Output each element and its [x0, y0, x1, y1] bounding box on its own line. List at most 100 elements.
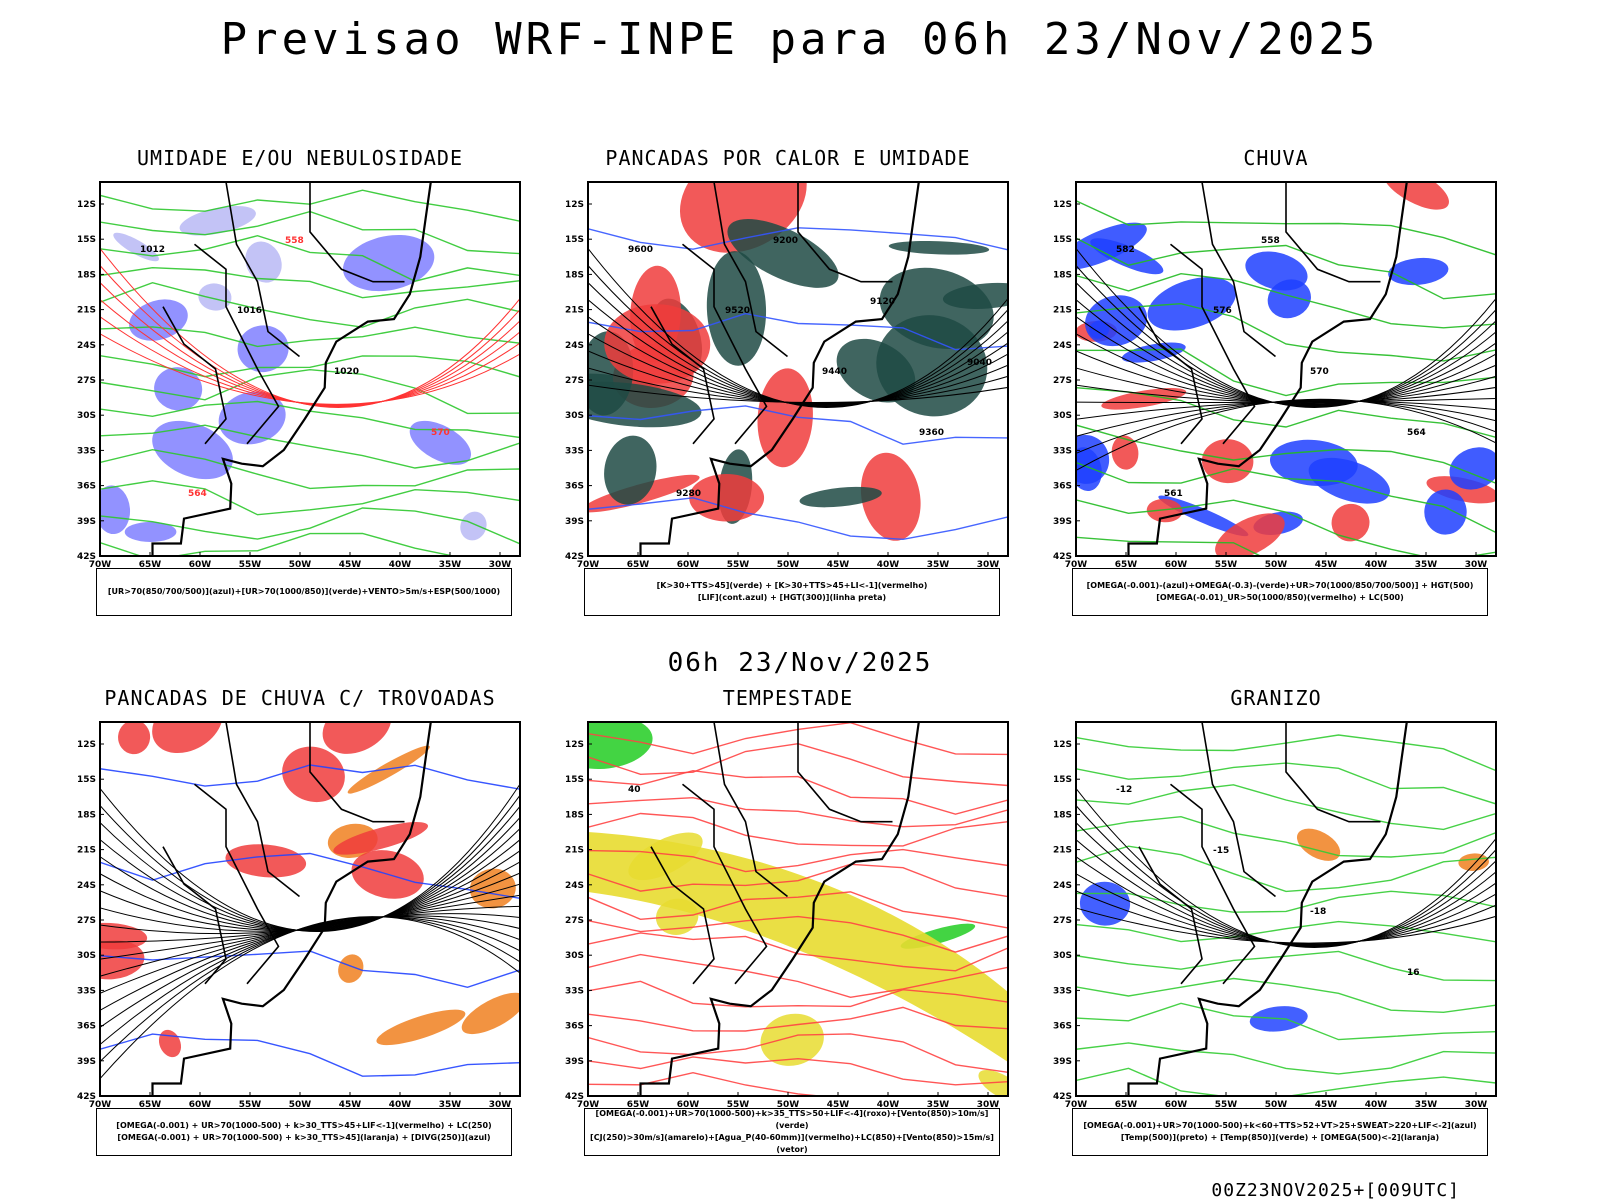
- contour-line: [1076, 1002, 1496, 1041]
- contour-line: [100, 448, 520, 490]
- latitude-tick-label: 12S: [565, 740, 584, 750]
- longitude-tick-label: 30W: [489, 560, 512, 570]
- shaded-area: [1076, 447, 1102, 492]
- longitude-tick-label: 30W: [489, 1100, 512, 1110]
- latitude-tick-label: 15S: [1053, 235, 1072, 245]
- height-contour: [100, 915, 520, 1011]
- contour-line: [588, 863, 1008, 898]
- shaded-area: [706, 251, 767, 366]
- shaded-area: [152, 722, 223, 754]
- panel-heat-showers: PANCADAS POR CALOR E UMIDADE 9600 9520 9440…: [548, 146, 1028, 646]
- longitude-tick-label: 40W: [1365, 1100, 1388, 1110]
- latitude-tick-label: 42S: [1053, 552, 1072, 562]
- map-legend: [UR>70(850/700/500)](azul)+[UR>70(1000/8…: [96, 568, 512, 616]
- political-border: [1285, 722, 1381, 823]
- shaded-area: [1458, 853, 1489, 871]
- latitude-tick-label: 21S: [565, 306, 584, 316]
- latitude-tick-label: 12S: [77, 200, 96, 210]
- longitude-tick-label: 55W: [239, 560, 262, 570]
- shaded-area: [282, 746, 345, 803]
- shaded-area: [760, 1013, 824, 1066]
- contour-line: [100, 368, 520, 415]
- latitude-tick-label: 36S: [565, 1022, 584, 1032]
- contour-line: [588, 891, 1008, 929]
- shaded-area: [1090, 238, 1164, 275]
- panel-hail: GRANIZO -12 -15 -18 16 12S 15S 18S 21S 24S 27S 30S 3…: [1036, 686, 1516, 1186]
- contour-label: 16: [1407, 968, 1420, 978]
- latitude-tick-label: 15S: [77, 235, 96, 245]
- latitude-tick-label: 24S: [565, 881, 584, 891]
- legend-line: [OMEGA(-0.001) + UR>70(1000-500) + k>30_…: [116, 1121, 492, 1130]
- contour-label: -18: [1310, 907, 1326, 917]
- longitude-tick-label: 30W: [977, 1100, 1000, 1110]
- latitude-tick-label: 24S: [1053, 341, 1072, 351]
- latitude-tick-label: 30S: [565, 951, 584, 961]
- longitude-tick-label: 40W: [877, 560, 900, 570]
- panel-rain: CHUVA 582 576 570 564 561 558 12S 15S 18S 21S 24S 27…: [1036, 146, 1516, 646]
- political-border: [1201, 182, 1276, 358]
- longitude-tick-label: 65W: [627, 1100, 650, 1110]
- political-border: [797, 182, 893, 283]
- contour-label: 1020: [334, 367, 359, 377]
- legend-line: [CJ(250)>30m/s](amarelo)+[Agua_P(40-60mm…: [590, 1133, 994, 1154]
- panel-humidity: UMIDADE E/OU NEBULOSIDADE 1012 1016 1020 570…: [60, 146, 540, 646]
- latitude-tick-label: 39S: [1053, 517, 1072, 527]
- height-contour: [100, 827, 520, 931]
- shaded-area: [879, 267, 994, 349]
- height-contour: [1076, 804, 1496, 948]
- latitude-tick-label: 42S: [1053, 1092, 1072, 1102]
- longitude-tick-label: 70W: [89, 560, 112, 570]
- latitude-tick-label: 15S: [1053, 775, 1072, 785]
- shaded-area: [1147, 277, 1236, 331]
- map-frame: [587, 721, 1009, 1097]
- height-contour: [100, 916, 520, 1080]
- latitude-tick-label: 33S: [1053, 446, 1072, 456]
- main-title: Previsao WRF-INPE para 06h 23/Nov/2025: [220, 14, 1380, 65]
- shaded-area: [799, 486, 882, 508]
- shaded-area: [1296, 828, 1341, 861]
- latitude-tick-label: 27S: [565, 376, 584, 386]
- longitude-tick-label: 45W: [339, 1100, 362, 1110]
- contour-line: [588, 848, 1008, 873]
- longitude-tick-label: 70W: [577, 560, 600, 570]
- shaded-area: [689, 474, 765, 522]
- contour-line: [1076, 461, 1496, 534]
- contour-line: [100, 281, 520, 328]
- latitude-tick-label: 33S: [565, 986, 584, 996]
- longitude-tick-label: 45W: [827, 560, 850, 570]
- shaded-area: [124, 521, 177, 542]
- political-border: [682, 783, 768, 985]
- contour-line: [588, 796, 1008, 828]
- latitude-tick-label: 30S: [77, 951, 96, 961]
- longitude-tick-label: 70W: [577, 1100, 600, 1110]
- shaded-area: [129, 299, 188, 341]
- longitude-tick-label: 70W: [89, 1100, 112, 1110]
- longitude-tick-label: 35W: [1415, 560, 1438, 570]
- longitude-tick-label: 30W: [1465, 560, 1488, 570]
- latitude-tick-label: 24S: [77, 881, 96, 891]
- contour-line: [1076, 977, 1496, 1014]
- legend-line: [OMEGA(-0.001)+UR>70(1000-500)+k<60+TTS>…: [1083, 1121, 1477, 1130]
- longitude-tick-label: 55W: [239, 1100, 262, 1110]
- longitude-tick-label: 55W: [727, 1100, 750, 1110]
- longitude-tick-label: 50W: [777, 560, 800, 570]
- map-legend: [OMEGA(-0.001)+UR>70(1000-500)+k>35_TTS>…: [584, 1108, 1000, 1156]
- latitude-tick-label: 24S: [1053, 881, 1072, 891]
- contour-line: [588, 980, 1008, 1008]
- longitude-tick-label: 55W: [1215, 560, 1238, 570]
- latitude-tick-label: 21S: [1053, 846, 1072, 856]
- political-border: [194, 783, 280, 985]
- shaded-area: [461, 992, 520, 1035]
- longitude-tick-label: 60W: [189, 1100, 212, 1110]
- weather-map-humidity: 1012 1016 1020 570 564 558 12S 15S 18S 21S 24S 27S 3…: [77, 181, 521, 570]
- political-border: [1170, 783, 1256, 985]
- latitude-tick-label: 27S: [77, 916, 96, 926]
- political-border: [713, 182, 788, 358]
- contour-label: 9600: [628, 245, 653, 255]
- latitude-tick-label: 30S: [77, 411, 96, 421]
- longitude-tick-label: 50W: [1265, 1100, 1288, 1110]
- forecast-time-label: 06h 23/Nov/2025: [667, 648, 933, 678]
- latitude-tick-label: 42S: [565, 552, 584, 562]
- contour-line: [588, 405, 1008, 445]
